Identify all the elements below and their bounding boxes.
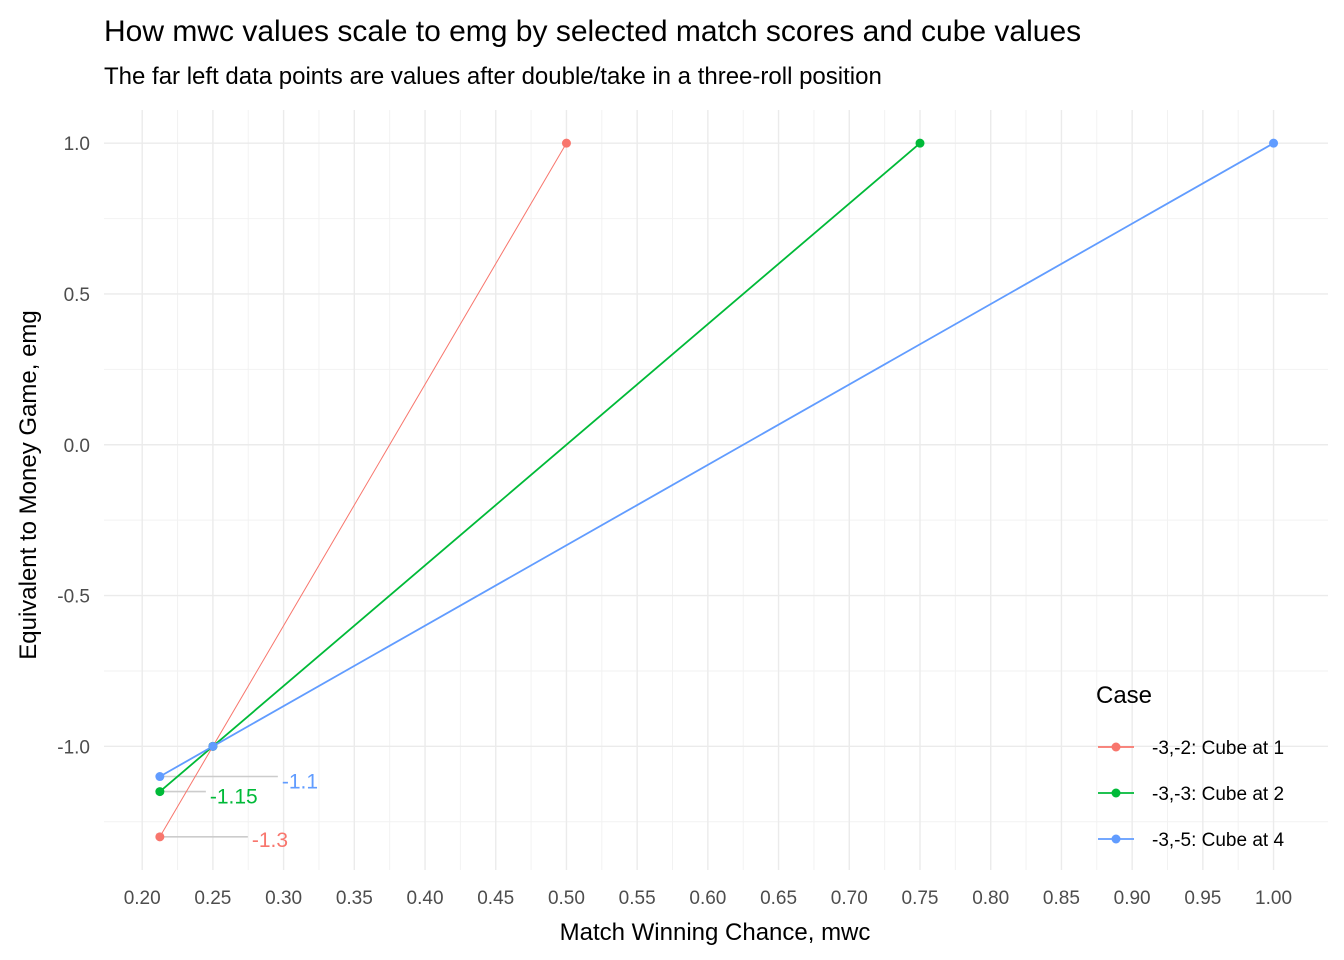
x-tick-label: 0.45 (477, 888, 514, 909)
data-point (155, 772, 165, 782)
legend-title: Case (1096, 682, 1152, 709)
data-point (208, 741, 218, 751)
y-tick-label: 1.0 (64, 134, 90, 155)
series-line (159, 142, 921, 793)
data-point (155, 832, 165, 842)
x-axis-title: Match Winning Chance, mwc (560, 919, 871, 946)
x-tick-label: 0.40 (407, 888, 444, 909)
series-line (159, 142, 567, 838)
x-tick-label: 0.20 (124, 888, 161, 909)
series-lines (159, 142, 1275, 838)
y-tick-label: 0.0 (64, 436, 90, 457)
annotation-label: -1.3 (252, 829, 288, 852)
legend-key-point (1111, 742, 1121, 752)
x-tick-label: 0.60 (689, 888, 726, 909)
legend-key-point (1111, 834, 1121, 844)
grid-major (104, 110, 1328, 870)
y-tick-label: -1.0 (57, 737, 90, 758)
x-tick-label: 0.50 (548, 888, 585, 909)
legend-label: -3,-2: Cube at 1 (1152, 738, 1284, 759)
x-tick-label: 0.75 (902, 888, 939, 909)
x-tick-label: 0.30 (265, 888, 302, 909)
grid-minor (104, 110, 1328, 870)
y-axis-ticks: -1.0 -0.5 0.0 0.5 1.0 (57, 134, 90, 758)
x-tick-label: 0.80 (972, 888, 1009, 909)
x-tick-label: 0.55 (619, 888, 656, 909)
legend-label: -3,-3: Cube at 2 (1152, 784, 1284, 805)
chart-subtitle: The far left data points are values afte… (104, 63, 882, 90)
annotation-label: -1.1 (282, 771, 318, 794)
data-point (155, 787, 165, 797)
x-tick-label: 0.35 (336, 888, 373, 909)
y-tick-label: 0.5 (64, 285, 90, 306)
x-tick-label: 0.70 (831, 888, 868, 909)
annotations: -1.3 -1.15 -1.1 (159, 771, 318, 852)
x-tick-label: 0.25 (194, 888, 231, 909)
chart-title: How mwc values scale to emg by selected … (104, 15, 1081, 48)
legend-key-point (1111, 788, 1121, 798)
x-tick-label: 0.95 (1184, 888, 1221, 909)
data-point (1269, 138, 1279, 148)
annotation-label: -1.15 (210, 786, 258, 809)
x-axis-ticks: 0.20 0.25 0.30 0.35 0.40 0.45 0.50 0.55 0.60 0.65… (124, 888, 1292, 909)
legend: Case -3,-2: Cube at 1-3,-3: Cube at 2-3,… (1096, 682, 1284, 851)
data-point (915, 138, 925, 148)
data-point (561, 138, 571, 148)
x-tick-label: 1.00 (1255, 888, 1292, 909)
legend-items: -3,-2: Cube at 1 -3,-3: Cube at 2 -3,-5: C… (1098, 738, 1284, 851)
y-tick-label: -0.5 (57, 587, 90, 608)
series-points (155, 138, 1279, 842)
x-tick-label: 0.85 (1043, 888, 1080, 909)
legend-label: -3,-5: Cube at 4 (1152, 830, 1284, 851)
x-tick-label: 0.90 (1114, 888, 1151, 909)
plot-panel: -1.3 -1.15 -1.1 (104, 110, 1328, 870)
x-tick-label: 0.65 (760, 888, 797, 909)
y-axis-title: Equivalent to Money Game, emg (15, 310, 42, 660)
